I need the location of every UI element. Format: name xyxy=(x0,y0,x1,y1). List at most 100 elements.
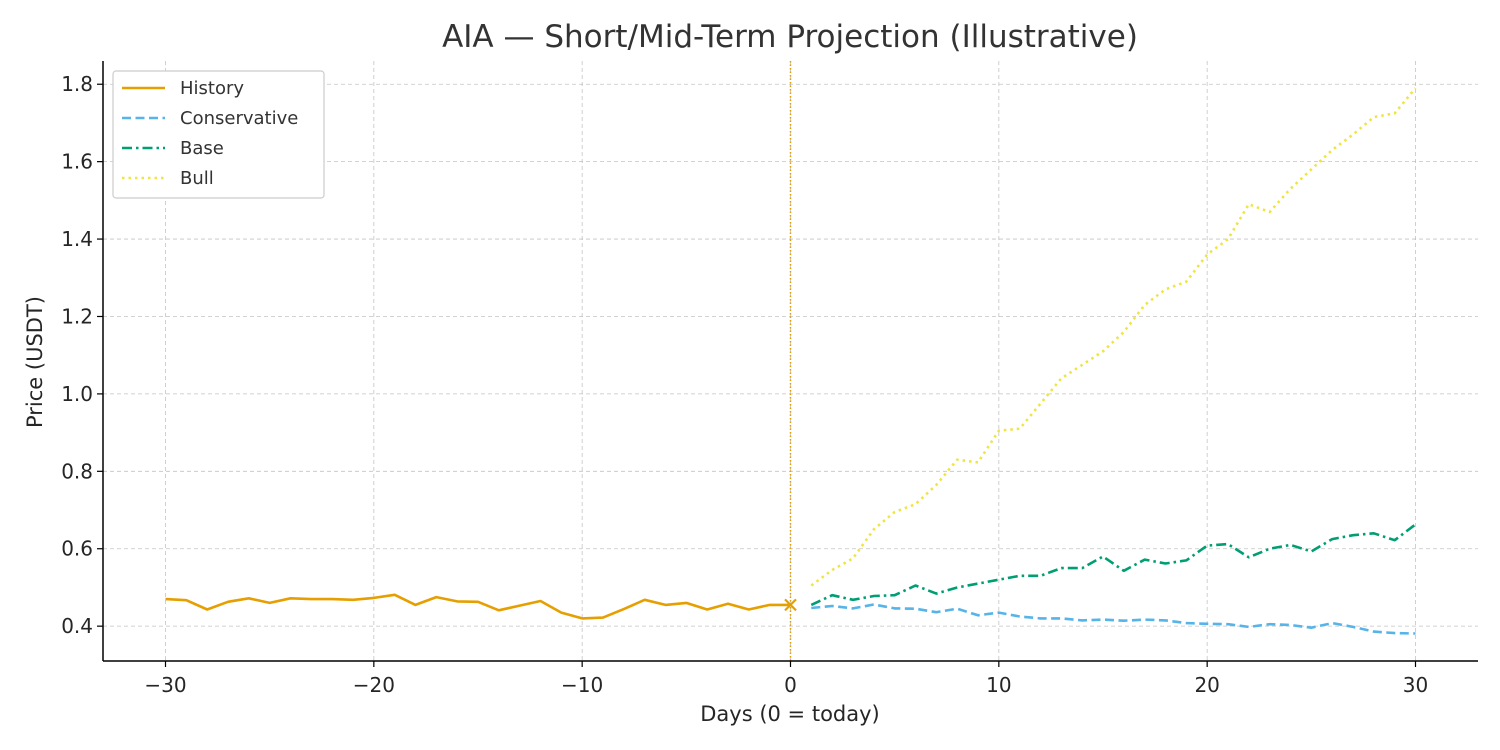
data-point-base-28 xyxy=(1393,539,1396,542)
data-point-conservative-0 xyxy=(810,607,813,610)
data-point-history-17 xyxy=(518,604,521,607)
data-point-bull-16 xyxy=(1143,304,1146,307)
data-point-conservative-19 xyxy=(1206,623,1209,626)
data-point-bull-7 xyxy=(956,458,959,461)
data-point-history-24 xyxy=(664,604,667,607)
x-axis-ticks: −30 −20 −10 0 10 20 30 xyxy=(144,661,1428,697)
data-point-history-21 xyxy=(602,616,605,619)
data-point-bull-21 xyxy=(1248,203,1251,206)
data-point-bull-24 xyxy=(1310,168,1313,171)
data-point-base-18 xyxy=(1185,559,1188,562)
data-point-base-0 xyxy=(810,604,813,607)
data-point-history-6 xyxy=(289,597,292,600)
chart-title: AIA — Short/Mid-Term Projection (Illustr… xyxy=(442,19,1138,55)
data-point-base-21 xyxy=(1248,556,1251,559)
data-point-bull-9 xyxy=(998,429,1001,432)
data-point-conservative-7 xyxy=(956,607,959,610)
data-point-base-13 xyxy=(1081,567,1084,570)
data-point-conservative-3 xyxy=(873,603,876,606)
data-point-history-9 xyxy=(352,599,355,602)
data-point-base-27 xyxy=(1373,532,1376,535)
data-point-conservative-16 xyxy=(1143,618,1146,621)
data-point-history-25 xyxy=(685,602,688,605)
data-point-base-25 xyxy=(1331,538,1334,541)
data-point-base-20 xyxy=(1227,543,1230,546)
data-point-base-29 xyxy=(1414,523,1417,526)
data-point-bull-27 xyxy=(1373,116,1376,119)
legend-label-bull: Bull xyxy=(180,168,214,189)
y-tick-label-1: 0.6 xyxy=(61,537,93,561)
data-point-bull-23 xyxy=(1289,187,1292,190)
data-point-conservative-10 xyxy=(1018,615,1021,618)
data-point-history-14 xyxy=(456,600,459,603)
data-point-conservative-17 xyxy=(1164,619,1167,622)
data-point-bull-22 xyxy=(1268,211,1271,214)
y-tick-label-5: 1.4 xyxy=(61,227,93,251)
data-point-bull-28 xyxy=(1393,112,1396,115)
data-point-conservative-15 xyxy=(1123,619,1126,622)
data-point-conservative-23 xyxy=(1289,624,1292,627)
data-point-base-19 xyxy=(1206,544,1209,547)
data-point-conservative-20 xyxy=(1227,623,1230,626)
data-point-conservative-25 xyxy=(1331,622,1334,625)
data-point-conservative-9 xyxy=(998,611,1001,614)
data-point-bull-20 xyxy=(1227,238,1230,241)
x-tick-label-1: −20 xyxy=(353,673,395,697)
data-point-base-9 xyxy=(998,578,1001,581)
data-point-history-1 xyxy=(185,599,188,602)
data-point-history-3 xyxy=(227,600,230,603)
data-point-history-7 xyxy=(310,598,313,601)
data-point-bull-15 xyxy=(1123,331,1126,334)
data-point-conservative-21 xyxy=(1248,626,1251,629)
data-point-bull-18 xyxy=(1185,280,1188,283)
data-point-history-20 xyxy=(581,617,584,620)
data-point-history-2 xyxy=(206,608,209,611)
data-point-bull-8 xyxy=(977,461,980,464)
data-point-bull-0 xyxy=(810,584,813,587)
x-tick-label-0: −30 xyxy=(144,673,186,697)
y-axis-ticks: 0.4 0.6 0.8 1.0 1.2 1.4 1.6 1.8 xyxy=(61,72,103,638)
data-point-conservative-27 xyxy=(1373,630,1376,633)
series-line-base xyxy=(810,523,1417,607)
data-point-bull-29 xyxy=(1414,87,1417,90)
data-point-history-11 xyxy=(393,594,396,597)
data-point-base-17 xyxy=(1164,562,1167,565)
data-point-bull-10 xyxy=(1018,427,1021,430)
data-point-base-2 xyxy=(852,599,855,602)
data-point-bull-13 xyxy=(1081,364,1084,367)
data-point-conservative-1 xyxy=(831,605,834,608)
data-point-conservative-22 xyxy=(1268,623,1271,626)
data-point-bull-4 xyxy=(893,511,896,514)
data-point-base-24 xyxy=(1310,550,1313,553)
y-tick-label-2: 0.8 xyxy=(61,459,93,483)
data-point-base-1 xyxy=(831,594,834,597)
x-tick-label-6: 30 xyxy=(1403,673,1428,697)
data-point-history-23 xyxy=(643,599,646,602)
data-point-history-29 xyxy=(768,604,771,607)
data-point-history-0 xyxy=(164,598,167,601)
data-point-bull-11 xyxy=(1039,402,1042,405)
legend-label-base: Base xyxy=(180,138,224,159)
data-point-bull-19 xyxy=(1206,253,1209,256)
data-point-history-10 xyxy=(373,597,376,600)
data-point-base-11 xyxy=(1039,575,1042,578)
data-point-conservative-14 xyxy=(1102,618,1105,621)
data-point-conservative-13 xyxy=(1081,619,1084,622)
data-point-history-19 xyxy=(560,611,563,614)
data-point-base-10 xyxy=(1018,575,1021,578)
data-point-history-26 xyxy=(706,608,709,611)
data-point-history-13 xyxy=(435,596,438,599)
data-point-conservative-2 xyxy=(852,607,855,610)
series-line-bull xyxy=(810,87,1417,587)
legend-box xyxy=(112,70,325,199)
data-point-base-16 xyxy=(1143,558,1146,561)
data-point-history-22 xyxy=(623,608,626,611)
data-point-base-4 xyxy=(893,594,896,597)
data-point-bull-17 xyxy=(1164,288,1167,291)
data-point-history-18 xyxy=(539,600,542,603)
y-axis-label: Price (USDT) xyxy=(23,296,47,428)
today-marker xyxy=(784,598,797,612)
legend: History Conservative Base Bull xyxy=(112,70,325,199)
